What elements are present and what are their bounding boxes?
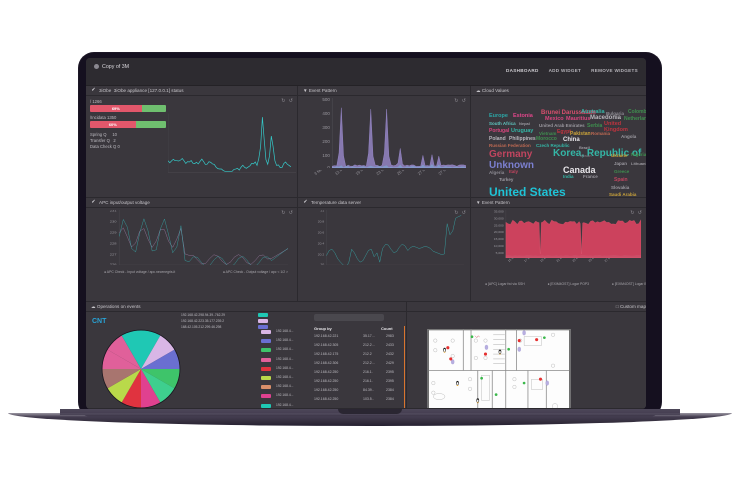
svg-text:231: 231 (110, 210, 117, 212)
svg-text:5,000: 5,000 (496, 251, 505, 254)
svg-text:20.4: 20.4 (318, 242, 325, 246)
svg-text:20.6: 20.6 (318, 231, 325, 235)
svg-text:300: 300 (322, 125, 330, 130)
svg-text:27 Mar 2019 23:00: 27 Mar 2019 23:00 (437, 170, 464, 176)
svg-text:10,000: 10,000 (494, 244, 504, 247)
svg-text:20.8: 20.8 (318, 220, 325, 224)
svg-text:500: 500 (322, 98, 330, 102)
svg-text:20,000: 20,000 (494, 231, 504, 234)
svg-text:25,000: 25,000 (494, 224, 504, 227)
svg-text:200: 200 (322, 139, 330, 144)
svg-text:20: 20 (321, 263, 325, 265)
svg-text:400: 400 (322, 111, 330, 116)
svg-text:100: 100 (322, 153, 330, 158)
svg-text:15,000: 15,000 (494, 237, 504, 240)
svg-text:230: 230 (110, 220, 117, 223)
svg-text:27 Mar 2019 23:00: 27 Mar 2019 23:00 (604, 258, 627, 263)
svg-text:35,000: 35,000 (494, 210, 504, 213)
svg-text:226: 226 (110, 263, 117, 265)
svg-text:21: 21 (321, 210, 325, 212)
svg-text:0: 0 (327, 165, 330, 168)
svg-text:228: 228 (110, 242, 117, 245)
svg-text:30,000: 30,000 (494, 217, 504, 220)
svg-text:20.2: 20.2 (318, 253, 325, 257)
svg-text:229: 229 (110, 231, 117, 234)
svg-text:227: 227 (110, 253, 117, 256)
